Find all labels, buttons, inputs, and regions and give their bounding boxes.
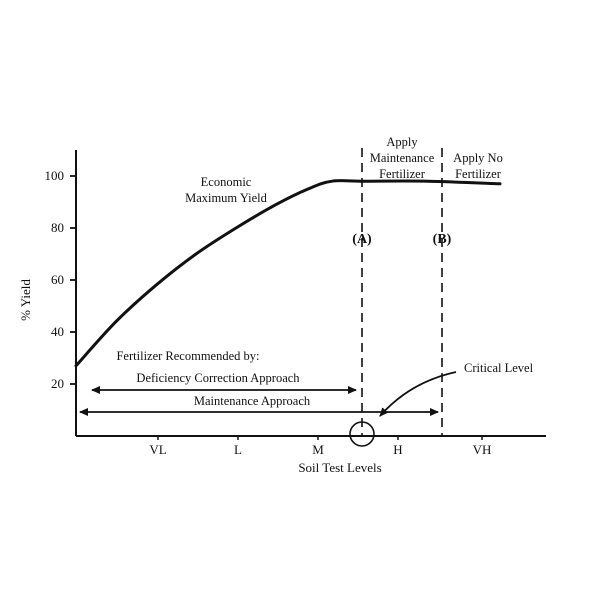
curve-label-line1: Economic: [201, 175, 252, 189]
x-category-label: VH: [473, 442, 492, 457]
x-category-label: VL: [149, 442, 166, 457]
y-ticks: 20 40 60 80 100: [45, 168, 76, 391]
y-tick-label: 60: [51, 272, 64, 287]
maintenance-label-mid: Maintenance: [370, 151, 435, 165]
y-tick-label: 20: [51, 376, 64, 391]
x-category-label: L: [234, 442, 242, 457]
no-fertilizer-label-bottom: Fertilizer: [455, 167, 502, 181]
y-tick-label: 100: [45, 168, 65, 183]
x-axis-title: Soil Test Levels: [298, 460, 381, 475]
maintenance-approach-label: Maintenance Approach: [194, 394, 311, 408]
curve-label-line2: Maximum Yield: [185, 191, 268, 205]
critical-level-arrow: [379, 371, 457, 417]
recommended-by-label: Fertilizer Recommended by:: [116, 349, 259, 363]
deficiency-approach-label: Deficiency Correction Approach: [136, 371, 300, 385]
x-ticks: VL L M H VH: [149, 436, 491, 457]
x-category-label: H: [393, 442, 402, 457]
x-category-label: M: [312, 442, 324, 457]
y-tick-label: 80: [51, 220, 64, 235]
maintenance-label-bottom: Fertilizer: [379, 167, 426, 181]
marker-a: (A): [352, 232, 372, 247]
critical-level-label: Critical Level: [464, 361, 534, 375]
no-fertilizer-label-top: Apply No: [453, 151, 503, 165]
y-tick-label: 40: [51, 324, 64, 339]
y-axis-title: % Yield: [18, 279, 33, 321]
yield-curve: [74, 179, 502, 368]
maintenance-label-top: Apply: [386, 135, 418, 149]
marker-b: (B): [433, 232, 452, 247]
critical-level-circle: [349, 421, 375, 447]
